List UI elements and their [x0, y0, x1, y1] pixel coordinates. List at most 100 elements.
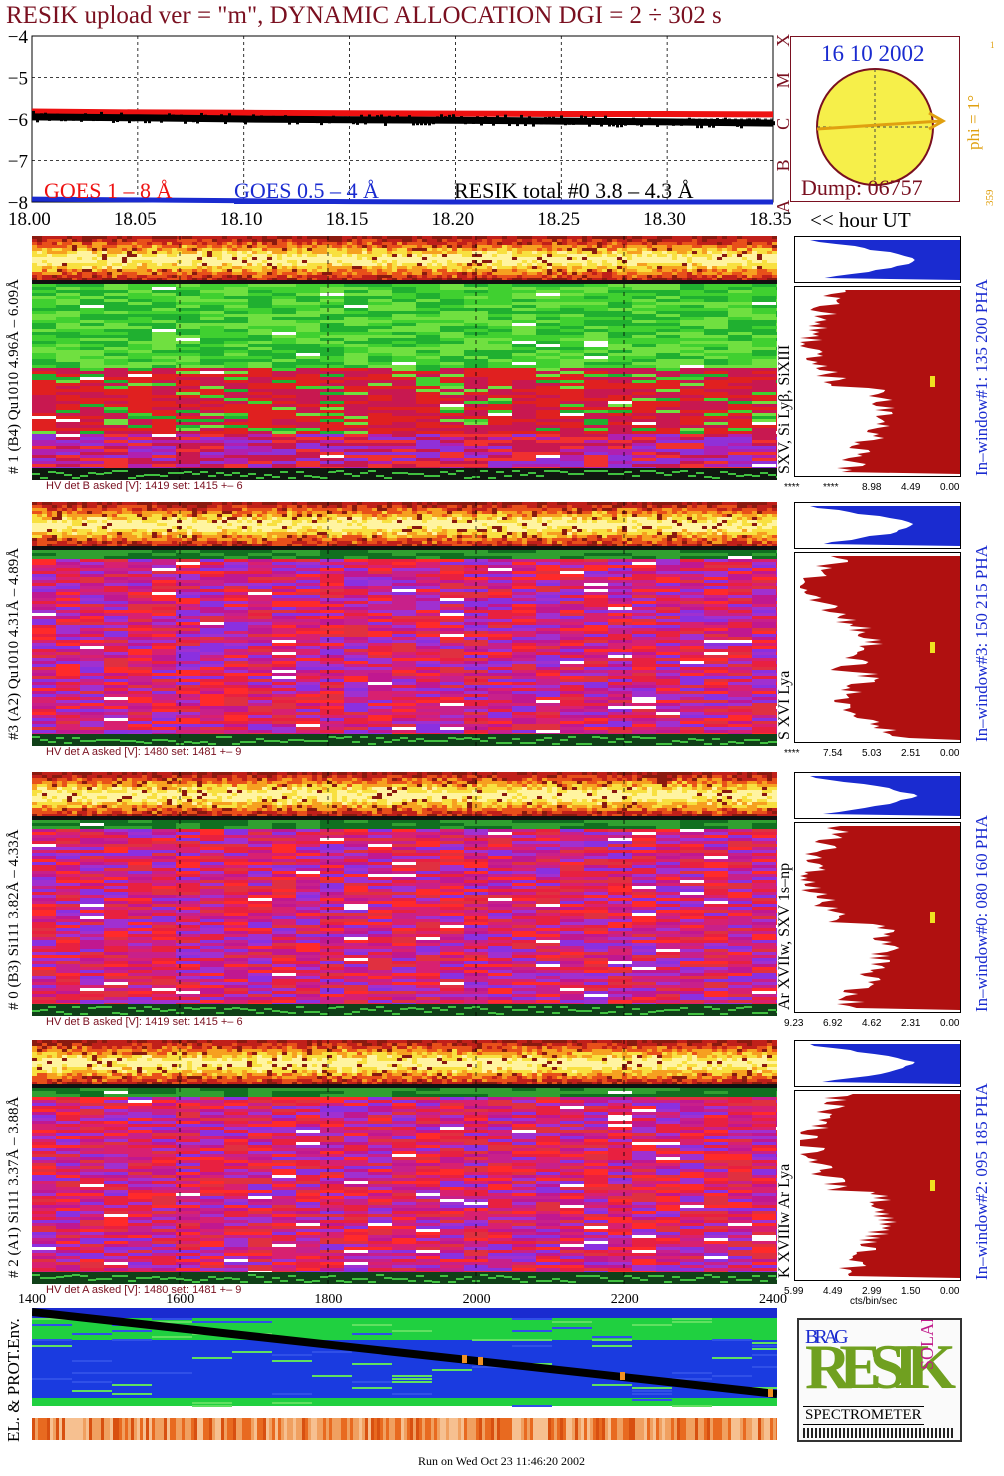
- lc-resik-point: [80, 117, 83, 122]
- lc-resik-point: [544, 117, 547, 122]
- lc-resik-point: [524, 121, 527, 126]
- lc-resik-point: [204, 114, 207, 119]
- lc-resik-point: [612, 122, 615, 127]
- lc-resik-point: [580, 115, 583, 120]
- lc-resik-point: [64, 117, 67, 122]
- lc-resik-point: [300, 118, 303, 123]
- rate-scale-label: 2.99: [862, 1286, 882, 1297]
- rate-scale-label: 8.98: [862, 482, 882, 493]
- lc-resik-point: [76, 116, 79, 121]
- lightcurve-plot: −4 −5 −6 −7 −8 X M C B A GOES 1 – 8 Å GOES 0.5 – 4 …: [8, 30, 790, 214]
- lc-resik-point: [484, 116, 487, 121]
- lc-resik-point: [496, 115, 499, 120]
- lc-series-1: [31, 196, 773, 205]
- rate-scale-label: 0.00: [940, 1018, 960, 1029]
- lc-resik-point: [400, 117, 403, 122]
- lc-resik-point: [108, 115, 111, 120]
- run-footer: Run on Wed Oct 23 11:46:20 2002: [418, 1454, 586, 1468]
- lc-resik-point: [584, 116, 587, 121]
- lc-resik-point: [148, 119, 151, 124]
- flare-class-label: M: [773, 72, 790, 88]
- rate-scale-label: 4.49: [901, 482, 921, 493]
- lc-resik-point: [724, 117, 727, 122]
- line-ids: Ar XVIIw, SXV 1s–np: [776, 862, 793, 1010]
- lc-resik-point: [472, 119, 475, 124]
- channel-panel: # 2 (A1) Si111 3.37Å – 3.88Å K XVIIIw Ar …: [0, 1040, 1004, 1306]
- lc-resik-point: [420, 121, 423, 126]
- rate-scale-label: 5.99: [784, 1286, 804, 1297]
- sun-date: 16 10 2002: [821, 41, 925, 66]
- pha-marker: [930, 1180, 935, 1191]
- lc-resik-point: [140, 116, 143, 121]
- phi-min: 1: [990, 40, 995, 50]
- lc-resik-point: [296, 120, 299, 125]
- lc-resik-point: [696, 124, 699, 129]
- lc-resik-point: [44, 112, 47, 117]
- lc-resik-point: [124, 115, 127, 120]
- pha-blue-profile: [810, 506, 960, 546]
- lc-resik-point: [292, 117, 295, 122]
- rate-scale-label: 7.54: [823, 748, 843, 759]
- orbit-arrow-icon: [816, 119, 942, 131]
- lc-resik-point: [308, 117, 311, 122]
- rate-scale-label: 2.51: [901, 748, 921, 759]
- rate-scale-label: 4.49: [823, 1286, 843, 1297]
- lc-resik-point: [336, 118, 339, 123]
- lc-resik-point: [144, 119, 147, 124]
- lc-resik-point: [392, 119, 395, 124]
- lc-resik-point: [32, 110, 35, 115]
- lc-resik-point: [684, 119, 687, 124]
- lc-resik-point: [352, 120, 355, 125]
- channel-panel: #3 (A2) Qu1010 4.31Å – 4.89Å S XVI Lya HV …: [0, 502, 1004, 768]
- pha-red-profile: [800, 826, 960, 1010]
- lc-resik-point: [736, 122, 739, 127]
- time-tick-label: 18.30: [643, 209, 686, 230]
- flare-class-label: A: [773, 200, 790, 213]
- lc-resik-point: [576, 119, 579, 124]
- lc-resik-point: [572, 120, 575, 125]
- lc-resik-point: [732, 121, 735, 126]
- lc-resik-point: [444, 116, 447, 121]
- lc-resik-point: [756, 118, 759, 123]
- lc-resik-point: [632, 117, 635, 122]
- lc-resik-point: [72, 116, 75, 121]
- lc-resik-point: [96, 117, 99, 122]
- lc-resik-point: [664, 118, 667, 123]
- lc-resik-point: [536, 119, 539, 124]
- channel-label: #3 (A2) Qu1010 4.31Å – 4.89Å: [6, 547, 22, 740]
- lc-resik-point: [328, 119, 331, 124]
- lc-resik-point: [720, 121, 723, 126]
- pha-blue-profile: [810, 240, 960, 280]
- lc-resik-point: [112, 118, 115, 123]
- pha-marker: [930, 376, 935, 387]
- pha-red-profile: [800, 1094, 960, 1278]
- lc-resik-point: [192, 118, 195, 123]
- lc-resik-point: [656, 122, 659, 127]
- logo-top: BRAG: [805, 1326, 849, 1348]
- rate-scale-label: 1.50: [901, 1286, 921, 1297]
- rate-scale-label: 2.31: [901, 1018, 921, 1029]
- lc-resik-point: [560, 115, 563, 120]
- lc-resik-point: [136, 116, 139, 121]
- lc-resik-point: [532, 122, 535, 127]
- lc-resik-point: [620, 123, 623, 128]
- rate-scale-label: ****: [784, 748, 800, 759]
- env-tick-label: 2000: [462, 1292, 491, 1307]
- lc-resik-point: [676, 118, 679, 123]
- rate-scale-label: 9.23: [784, 1018, 804, 1029]
- time-tick-label: 18.15: [325, 209, 369, 230]
- pha-blue-profile: [810, 776, 960, 816]
- lc-resik-point: [268, 116, 271, 121]
- pha-red-profile: [800, 290, 960, 474]
- environment-plot: [32, 1308, 777, 1440]
- lc-resik-point: [404, 118, 407, 123]
- lc-resik-point: [712, 123, 715, 128]
- resik-logo: BRAG RESIK SOLAR SPECTROMETER: [797, 1318, 962, 1442]
- env-tick-label: 2200: [610, 1292, 639, 1307]
- lc-resik-point: [224, 120, 227, 125]
- hv-status: HV det A asked [V]: 1480 set: 1481 +– 9: [46, 1284, 242, 1296]
- window-label: In–window#1: 135 200 PHA: [972, 279, 991, 476]
- hv-status: HV det A asked [V]: 1480 set: 1481 +– 9: [46, 746, 242, 758]
- lc-legend-item: GOES 1 – 8 Å: [44, 178, 172, 203]
